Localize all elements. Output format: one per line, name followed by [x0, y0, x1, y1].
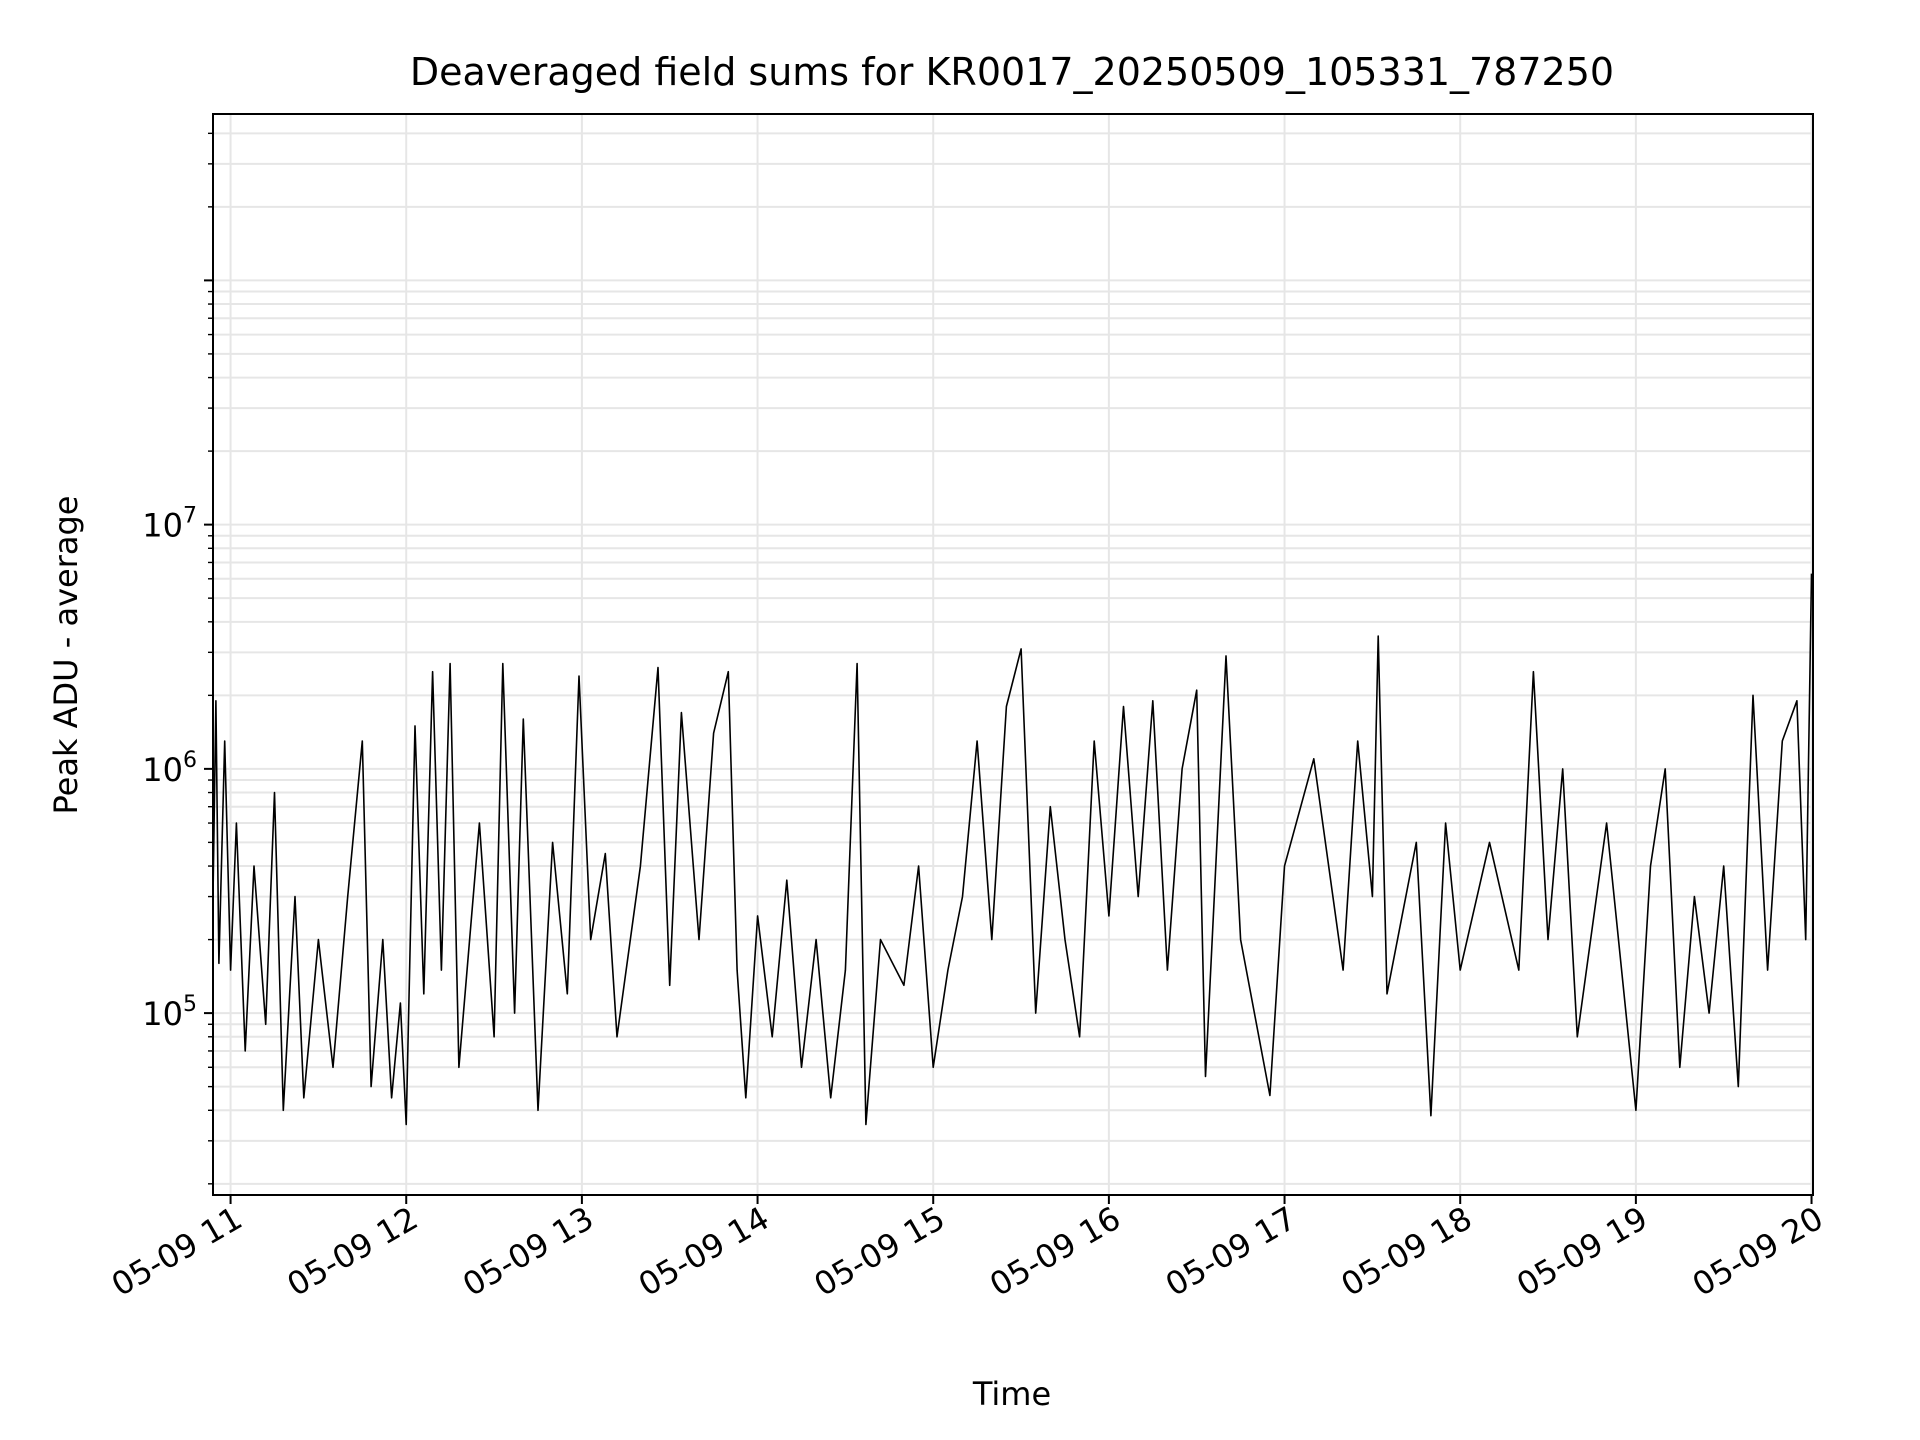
series-group	[212, 573, 1813, 1126]
y-tick-labels: 105 106 107	[142, 504, 197, 1033]
x-axis-label: Time	[972, 1375, 1051, 1413]
y-tick-label: 107	[142, 504, 197, 545]
y-tick-label: 105	[142, 992, 197, 1033]
plot-frame	[212, 113, 1814, 1196]
chart-title: Deaveraged field sums for KR0017_2025050…	[410, 50, 1614, 94]
series-line	[212, 573, 1813, 1126]
tick-marks	[204, 132, 1813, 1204]
y-axis-label: Peak ADU - average	[47, 496, 85, 815]
y-tick-label: 106	[142, 748, 197, 789]
